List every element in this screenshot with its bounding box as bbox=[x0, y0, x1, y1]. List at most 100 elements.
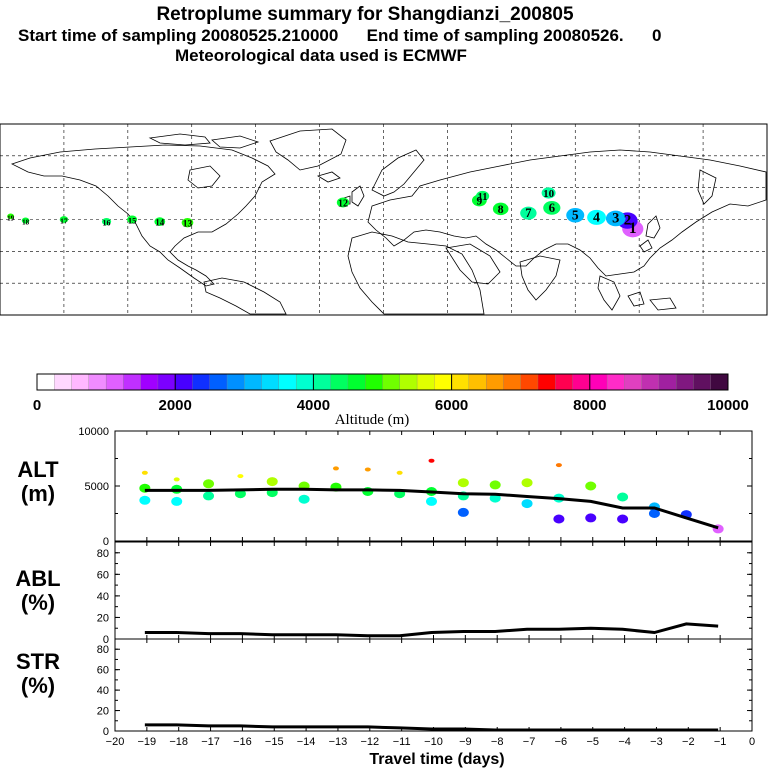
alt-cluster-dot bbox=[617, 492, 629, 502]
colorbar-swatch bbox=[123, 373, 142, 391]
plume-dot bbox=[605, 210, 626, 227]
colorbar-swatch bbox=[140, 373, 159, 391]
plume-day-label: 17 bbox=[60, 217, 68, 226]
colorbar-swatch bbox=[468, 373, 487, 391]
x-tick-label: −16 bbox=[233, 736, 252, 748]
colorbar-swatch bbox=[520, 373, 539, 391]
x-tick-label: −18 bbox=[169, 736, 188, 748]
y-tick-label: 80 bbox=[97, 644, 109, 656]
alt-cluster-dot bbox=[203, 491, 215, 501]
plume-dots bbox=[7, 187, 644, 238]
alt-cluster-dot bbox=[396, 470, 403, 475]
plume-day-label: 7 bbox=[525, 206, 531, 220]
alt-cluster-dot bbox=[648, 509, 660, 518]
abl-series-line bbox=[144, 622, 719, 638]
colorbar-tick-label: 4000 bbox=[297, 397, 330, 414]
alt-cluster-dot bbox=[364, 467, 371, 472]
plume-dot bbox=[543, 200, 561, 215]
alt-cluster-dot bbox=[489, 480, 501, 490]
colorbar-swatch bbox=[382, 373, 401, 391]
x-tick-label: −11 bbox=[393, 736, 411, 748]
colorbar-swatch bbox=[313, 373, 332, 391]
y-tick-label: 5000 bbox=[85, 481, 109, 493]
colorbar-swatch bbox=[572, 373, 591, 391]
plume-day-label: 3 bbox=[612, 210, 619, 226]
colorbar-swatch bbox=[485, 373, 504, 391]
colorbar-axis-label: Altitude (m) bbox=[335, 412, 410, 428]
alt-cluster-dot bbox=[173, 477, 180, 482]
plume-dot bbox=[492, 202, 509, 216]
x-tick-label: −15 bbox=[265, 736, 284, 748]
plume-dot bbox=[541, 187, 556, 199]
colorbar-swatch bbox=[330, 373, 349, 391]
plume-day-label: 5 bbox=[572, 207, 579, 222]
plume-day-label: 12 bbox=[338, 199, 348, 210]
x-tick-label: −3 bbox=[650, 736, 663, 748]
colorbar-swatch bbox=[589, 373, 608, 391]
colorbar-swatch bbox=[624, 373, 643, 391]
alt-cluster-dot bbox=[585, 513, 597, 523]
x-tick-label: −2 bbox=[682, 736, 695, 748]
colorbar-swatch bbox=[676, 373, 694, 391]
colorbar-swatch bbox=[157, 373, 176, 391]
plume-dot bbox=[566, 208, 585, 223]
x-tick-label: −13 bbox=[329, 736, 348, 748]
str-series-line bbox=[144, 723, 719, 732]
plume-day-label: 11 bbox=[478, 192, 488, 203]
plume-day-label: 15 bbox=[128, 216, 137, 226]
colorbar-tick-label: 0 bbox=[33, 397, 41, 414]
y-tick-label: 60 bbox=[97, 665, 109, 677]
alt-cluster-dot bbox=[521, 478, 533, 488]
alt-cluster-dot bbox=[237, 474, 244, 479]
y-tick-label: 80 bbox=[97, 548, 109, 560]
figure-title: Retroplume summary for Shangdianzi_20080… bbox=[156, 4, 574, 25]
plume-day-label: 14 bbox=[155, 218, 165, 228]
sampling-times: Start time of sampling 20080525.210000 E… bbox=[18, 26, 661, 45]
colorbar-swatch bbox=[416, 373, 435, 391]
x-tick-label: 0 bbox=[749, 736, 755, 748]
x-tick-label: −20 bbox=[106, 736, 125, 748]
colorbar-swatch bbox=[537, 373, 556, 391]
alt-cluster-dot bbox=[141, 470, 148, 475]
x-tick-label: −17 bbox=[201, 736, 220, 748]
y-tick-label: 20 bbox=[97, 706, 109, 718]
alt-unit: (m) bbox=[21, 481, 55, 506]
plume-day-label: 19 bbox=[7, 214, 15, 222]
plume-day-label: 18 bbox=[22, 219, 30, 227]
x-tick-label: −5 bbox=[586, 736, 599, 748]
alt-series-line bbox=[144, 487, 719, 530]
colorbar-swatch bbox=[192, 373, 211, 391]
plume-day-label: 9 bbox=[477, 195, 483, 207]
colorbar-swatch bbox=[105, 373, 124, 391]
plume-dot bbox=[59, 216, 69, 223]
colorbar-swatch bbox=[641, 373, 660, 391]
plume-dot bbox=[475, 190, 490, 202]
alt-cluster-dot bbox=[457, 507, 469, 517]
y-tick-label: 10000 bbox=[78, 426, 109, 438]
x-axis-title: Travel time (days) bbox=[369, 751, 504, 768]
alt-cluster-dot bbox=[234, 489, 246, 499]
alt-cluster-dot bbox=[139, 495, 151, 505]
y-tick-label: 0 bbox=[103, 726, 109, 738]
plume-dot bbox=[154, 217, 166, 226]
alt-cluster-dot bbox=[553, 514, 565, 524]
colorbar-swatch bbox=[399, 373, 418, 391]
colorbar-swatch bbox=[278, 373, 297, 391]
x-tick-label: −6 bbox=[555, 736, 568, 748]
colorbar-swatch bbox=[555, 373, 573, 391]
colorbar-swatch bbox=[209, 373, 228, 391]
colorbar-swatch bbox=[244, 373, 263, 391]
y-tick-label: 0 bbox=[103, 634, 109, 646]
y-tick-label: 40 bbox=[97, 591, 109, 603]
colorbar-swatch bbox=[693, 373, 712, 391]
altitude-colorbar: 0 2000 4000 6000 8000 10000 Altitude (m) bbox=[33, 373, 749, 428]
x-tick-label: −14 bbox=[297, 736, 316, 748]
met-data-line: Meteorological data used is ECMWF bbox=[175, 46, 467, 65]
str-label: STR bbox=[16, 649, 60, 674]
plume-day-label: 6 bbox=[549, 200, 556, 215]
alt-cluster-dot bbox=[457, 478, 469, 488]
colorbar-swatch bbox=[261, 373, 280, 391]
plume-dot bbox=[127, 215, 138, 224]
